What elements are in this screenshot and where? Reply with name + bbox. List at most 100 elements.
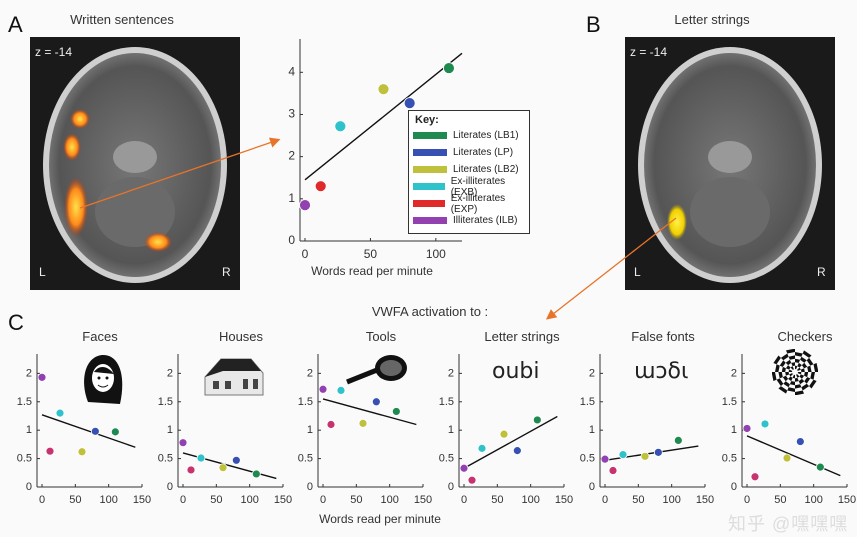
panel-label-a: A bbox=[8, 12, 23, 37]
legend-label: Literates (LB1) bbox=[453, 130, 519, 141]
subplot-title-houses: Houses bbox=[218, 329, 264, 344]
right-marker-b: R bbox=[817, 265, 826, 279]
data-point-lb1 bbox=[673, 436, 683, 445]
x-tick-label: 50 bbox=[632, 494, 644, 506]
data-point-lp bbox=[795, 437, 805, 446]
y-tick-label: 2 bbox=[731, 367, 737, 379]
face-icon bbox=[84, 354, 123, 404]
x-tick-label: 150 bbox=[414, 494, 432, 506]
x-tick-label: 0 bbox=[180, 494, 186, 506]
checker-segment bbox=[804, 377, 811, 384]
data-point-lb2 bbox=[77, 447, 87, 457]
legend-title: Key: bbox=[415, 114, 439, 126]
data-point-exb bbox=[334, 120, 347, 133]
y-tick-label: 0.5 bbox=[722, 453, 737, 465]
legend-label: Literates (LB2) bbox=[453, 164, 519, 175]
checker-segment bbox=[797, 362, 802, 368]
x-tick-label: 0 bbox=[602, 494, 608, 506]
checker-segment bbox=[787, 387, 795, 392]
x-tick-label: 150 bbox=[555, 494, 573, 506]
data-point-lb2 bbox=[640, 451, 650, 461]
data-point-exp bbox=[45, 446, 55, 456]
legend-item: Ex-illiterates (EXP) bbox=[409, 193, 529, 215]
slice-label-b: z = -14 bbox=[630, 45, 668, 59]
panel-c-title: VWFA activation to : bbox=[371, 304, 489, 319]
y-tick-label: 4 bbox=[288, 64, 295, 78]
checker-segment bbox=[807, 365, 812, 372]
checker-segment bbox=[796, 374, 800, 378]
checker-segment bbox=[801, 383, 810, 391]
false-font-stimulus: ɯɔδι bbox=[634, 359, 689, 384]
checker-segment bbox=[798, 378, 805, 385]
y-tick-label: 0.5 bbox=[580, 453, 595, 465]
data-point-exp bbox=[186, 465, 196, 475]
regression-line bbox=[304, 52, 463, 181]
subplot-title-false-fonts: False fonts bbox=[631, 329, 695, 344]
right-marker-a: R bbox=[222, 265, 231, 279]
data-point-lb2 bbox=[218, 463, 228, 473]
data-point-ilb bbox=[299, 199, 311, 212]
y-tick-label: 0 bbox=[589, 481, 595, 493]
checker-segment bbox=[795, 384, 802, 389]
checker-segment bbox=[795, 352, 803, 357]
legend-swatch bbox=[413, 183, 445, 190]
y-tick-label: 1 bbox=[307, 424, 313, 436]
letter-string-stimulus: oubi bbox=[492, 359, 540, 384]
checker-segment bbox=[789, 373, 793, 377]
y-tick-label: 3 bbox=[288, 106, 295, 120]
checker-segment bbox=[785, 365, 791, 370]
checker-segment bbox=[773, 355, 781, 365]
slice-label-a: z = -14 bbox=[35, 45, 73, 59]
checker-segment bbox=[779, 360, 786, 367]
data-point-exp bbox=[326, 420, 336, 429]
data-point-lp bbox=[90, 426, 100, 436]
data-point-lp bbox=[403, 97, 416, 109]
checker-segment bbox=[800, 368, 805, 372]
checker-segment bbox=[806, 357, 814, 366]
checker-segment bbox=[783, 381, 790, 388]
x-tick-label: 150 bbox=[838, 494, 856, 506]
panel-label-b: B bbox=[586, 12, 601, 37]
y-tick-label: 1.5 bbox=[722, 396, 737, 408]
data-point-exb bbox=[196, 453, 206, 463]
regression-line bbox=[41, 414, 136, 448]
legend-swatch bbox=[413, 166, 447, 173]
data-point-exb bbox=[55, 408, 65, 418]
panel-b-title: Letter strings bbox=[674, 12, 750, 27]
checker-segment bbox=[775, 364, 780, 372]
y-tick-label: 1 bbox=[731, 424, 737, 436]
y-tick-label: 0.5 bbox=[17, 453, 32, 465]
x-tick-label: 150 bbox=[696, 494, 714, 506]
checker-segment bbox=[781, 366, 786, 372]
data-point-lp bbox=[653, 447, 663, 457]
legend-item: Literates (LP) bbox=[409, 144, 529, 161]
checker-segment bbox=[789, 381, 795, 386]
checker-segment bbox=[801, 362, 808, 369]
y-tick-label: 0 bbox=[288, 233, 295, 247]
legend-item: Ex-illiterates (EXB) bbox=[409, 176, 529, 198]
y-tick-label: 2 bbox=[589, 367, 595, 379]
y-tick-label: 0 bbox=[167, 481, 173, 493]
data-point-lp bbox=[371, 397, 381, 407]
data-point-exp bbox=[467, 475, 477, 485]
left-marker-a: L bbox=[39, 265, 46, 279]
x-tick-label: 0 bbox=[744, 494, 750, 506]
arrow-b-to-panel-c bbox=[545, 217, 677, 320]
arrow-a-to-main-plot bbox=[79, 137, 281, 209]
legend-swatch bbox=[413, 132, 447, 139]
checker-segment bbox=[788, 369, 793, 372]
x-tick-label: 150 bbox=[133, 494, 151, 506]
legend-item: Literates (LB2) bbox=[409, 161, 529, 178]
checker-segment bbox=[804, 372, 809, 378]
data-point-lb1 bbox=[251, 469, 261, 479]
checker-segment bbox=[799, 374, 805, 379]
subplot-title-letter-strings: Letter strings bbox=[484, 329, 560, 344]
data-point-exb bbox=[336, 386, 346, 395]
data-point-lb2 bbox=[782, 453, 792, 463]
data-point-lb1 bbox=[532, 415, 542, 425]
checker-segment bbox=[800, 356, 807, 363]
x-tick-label: 100 bbox=[804, 494, 822, 506]
x-tick-label: 50 bbox=[69, 494, 81, 506]
